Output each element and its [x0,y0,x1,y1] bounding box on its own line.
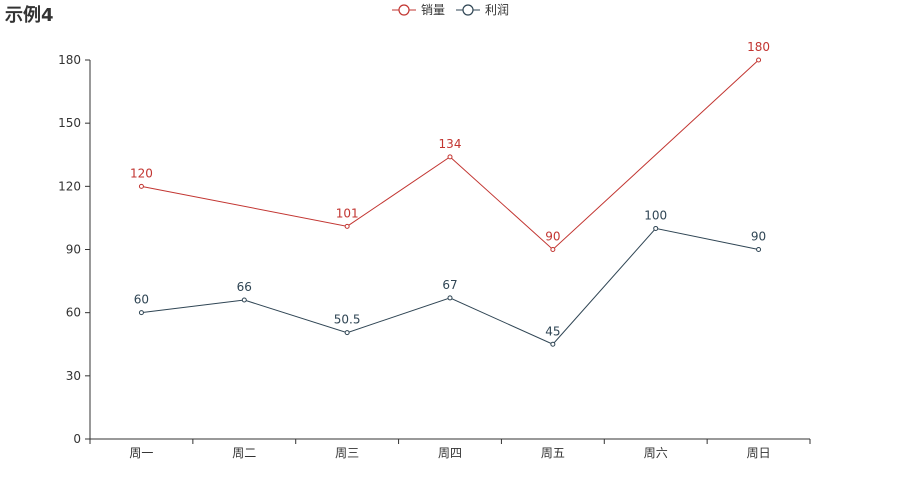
data-label: 66 [237,280,252,294]
x-tick-label: 周五 [541,446,565,460]
legend-item[interactable]: 利润 [456,3,509,17]
series-layer: 120 101 134 90 180 60 66 50.5 67 45 100 90 [130,40,770,347]
data-point[interactable] [550,247,556,252]
legend-circle-icon [398,4,410,16]
data-point[interactable] [344,330,350,336]
y-tick-label: 90 [66,243,81,257]
y-axis: 0 30 60 90 120 150 180 [58,53,91,446]
data-label: 100 [644,208,667,222]
x-tick-label: 周一 [129,446,153,460]
y-tick-label: 180 [58,53,81,67]
x-tick-label: 周三 [335,446,359,460]
y-tick-label: 120 [58,179,81,193]
data-label: 90 [545,230,560,244]
series-1: 120 101 134 90 180 [130,40,770,252]
y-tick-label: 150 [58,116,81,130]
data-point[interactable] [653,225,659,231]
data-point[interactable] [241,297,247,303]
data-point[interactable] [138,183,144,189]
data-point[interactable] [447,154,453,160]
chart-title: 示例4 [5,5,54,26]
data-point[interactable] [447,295,453,301]
y-tick-label: 60 [66,306,81,320]
data-point[interactable] [138,310,144,316]
data-label: 101 [336,206,359,220]
data-label: 50.5 [334,313,361,327]
legend-item[interactable]: 销量 [392,3,445,17]
y-tick-label: 0 [73,432,81,446]
data-point[interactable] [344,223,350,229]
legend-label: 销量 [421,3,445,17]
data-label: 134 [439,137,462,151]
data-label: 67 [442,278,457,292]
data-point[interactable] [550,341,556,347]
x-tick-label: 周四 [438,446,462,460]
x-axis: 周一 周二 周三 周四 周五 周六 周日 [89,438,811,460]
data-label: 180 [747,40,770,54]
data-label: 120 [130,166,153,180]
data-point[interactable] [756,247,762,252]
series-2: 60 66 50.5 67 45 100 90 [134,208,766,347]
y-tick-label: 30 [66,369,81,383]
x-tick-label: 周六 [644,446,668,460]
legend-label: 利润 [485,3,509,17]
x-tick-label: 周二 [232,446,256,460]
x-tick-label: 周日 [747,446,771,460]
data-label: 60 [134,293,149,307]
data-label: 90 [751,230,766,244]
data-label: 45 [545,324,560,338]
legend[interactable]: 销量 利润 [392,3,509,17]
legend-circle-icon [462,4,474,16]
data-point[interactable] [756,57,762,63]
